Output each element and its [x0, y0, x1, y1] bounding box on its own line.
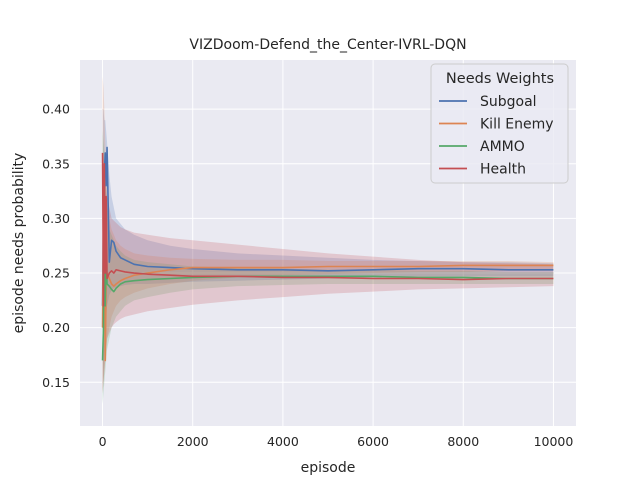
y-tick-label: 0.30 [42, 211, 70, 226]
series-lines [101, 146, 554, 362]
legend: Needs Weights Subgoal Kill Enemy AMMO Healt… [430, 63, 569, 184]
x-tick-label: 6000 [357, 434, 389, 449]
x-tick-label: 0 [99, 434, 107, 449]
band-subgoal [102, 109, 554, 405]
band-health [102, 152, 554, 394]
y-tick-label: 0.20 [42, 320, 70, 335]
x-tick-label: 8000 [447, 434, 479, 449]
chart-title: VIZDoom-Defend_the_Center-IVRL-DQN [189, 37, 466, 53]
x-tick-label: 4000 [267, 434, 299, 449]
y-tick-label: 0.25 [42, 266, 70, 281]
y-tick-label: 0.15 [42, 375, 70, 390]
line-subgoal [101, 146, 554, 306]
legend-box [430, 63, 569, 184]
legend-title: Needs Weights [446, 71, 554, 87]
x-tick-label: 2000 [177, 434, 209, 449]
y-tick-label: 0.35 [42, 156, 70, 171]
y-tick-labels: 0.15 0.20 0.25 0.30 0.35 0.40 [42, 102, 70, 390]
legend-label-kill-enemy: Kill Enemy [480, 117, 554, 133]
y-tick-label: 0.40 [42, 102, 70, 117]
x-axis-label: episode [301, 460, 356, 476]
line-health [101, 152, 554, 307]
legend-label-subgoal: Subgoal [480, 94, 537, 110]
legend-label-ammo: AMMO [480, 139, 525, 155]
x-tick-labels: 0 2000 4000 6000 8000 10000 [99, 434, 574, 449]
x-tick-label: 10000 [534, 434, 574, 449]
legend-label-health: Health [480, 162, 526, 178]
y-axis-label: episode needs probability [11, 153, 27, 334]
